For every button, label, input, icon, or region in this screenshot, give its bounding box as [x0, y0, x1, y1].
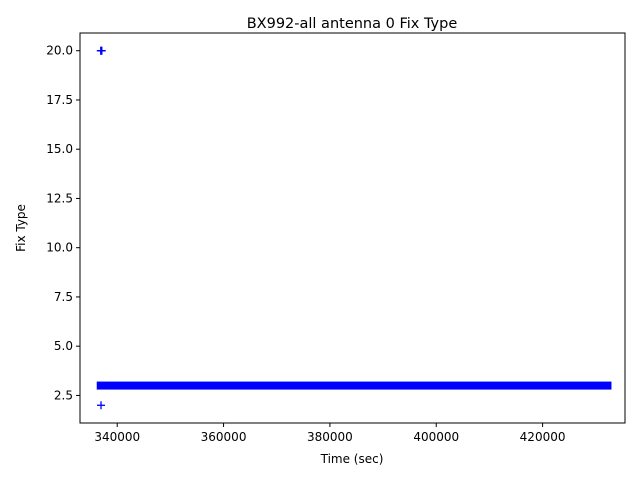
- y-tick-label: 17.5: [46, 93, 73, 107]
- y-tick-label: 5.0: [54, 339, 73, 353]
- x-tick-label: 380000: [307, 430, 353, 444]
- x-tick-label: 360000: [201, 430, 247, 444]
- data-point-band: [96, 381, 612, 390]
- y-tick-label: 20.0: [46, 44, 73, 58]
- y-tick-label: 12.5: [46, 191, 73, 205]
- data-point: [97, 46, 106, 55]
- y-tick-label: 10.0: [46, 241, 73, 255]
- data-point: [97, 401, 106, 410]
- y-axis-label: Fix Type: [14, 204, 28, 252]
- x-tick-label: 340000: [94, 430, 140, 444]
- plot-area: [80, 33, 625, 423]
- y-tick-label: 7.5: [54, 290, 73, 304]
- chart-title: BX992-all antenna 0 Fix Type: [247, 16, 458, 32]
- data-marks: [96, 46, 612, 410]
- x-tick-label: 400000: [413, 430, 459, 444]
- plot-frame: [79, 32, 626, 424]
- x-axis: 340000 360000 380000 400000 420000: [94, 423, 565, 444]
- y-axis: 2.5 5.0 7.5 10.0 12.5 15.0 17.5 20.0: [46, 44, 80, 402]
- x-tick-label: 420000: [520, 430, 566, 444]
- y-tick-label: 2.5: [54, 388, 73, 402]
- y-tick-label: 15.0: [46, 142, 73, 156]
- x-axis-label: Time (sec): [320, 452, 384, 466]
